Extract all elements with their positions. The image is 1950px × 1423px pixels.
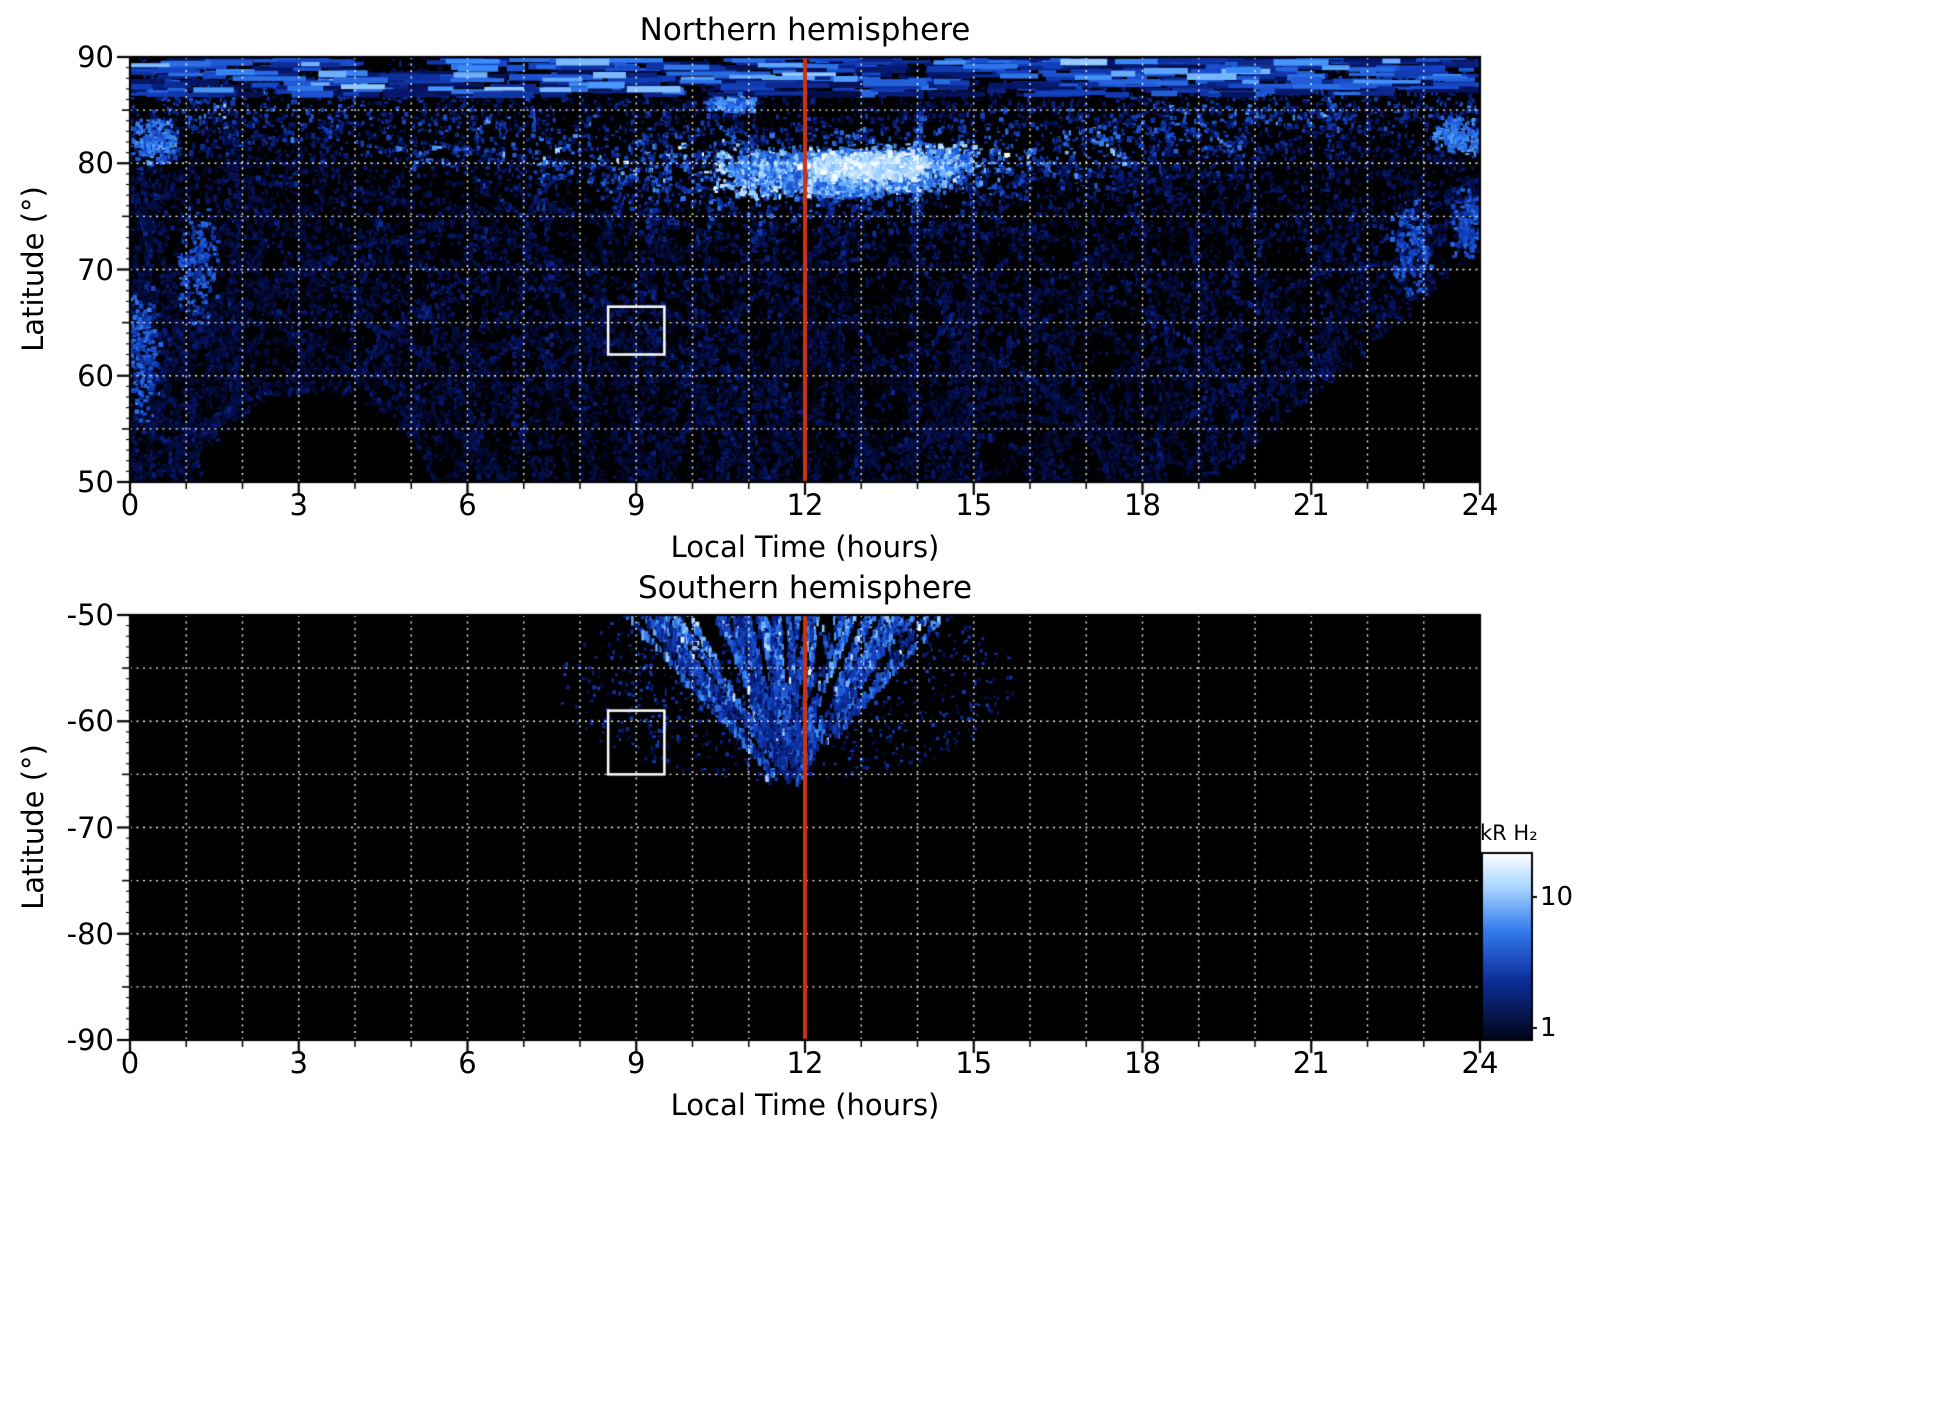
aurora-emission-figure: Northern hemisphere Local Time (hours) L…	[0, 0, 1950, 1423]
figure-canvas	[0, 0, 1950, 1423]
